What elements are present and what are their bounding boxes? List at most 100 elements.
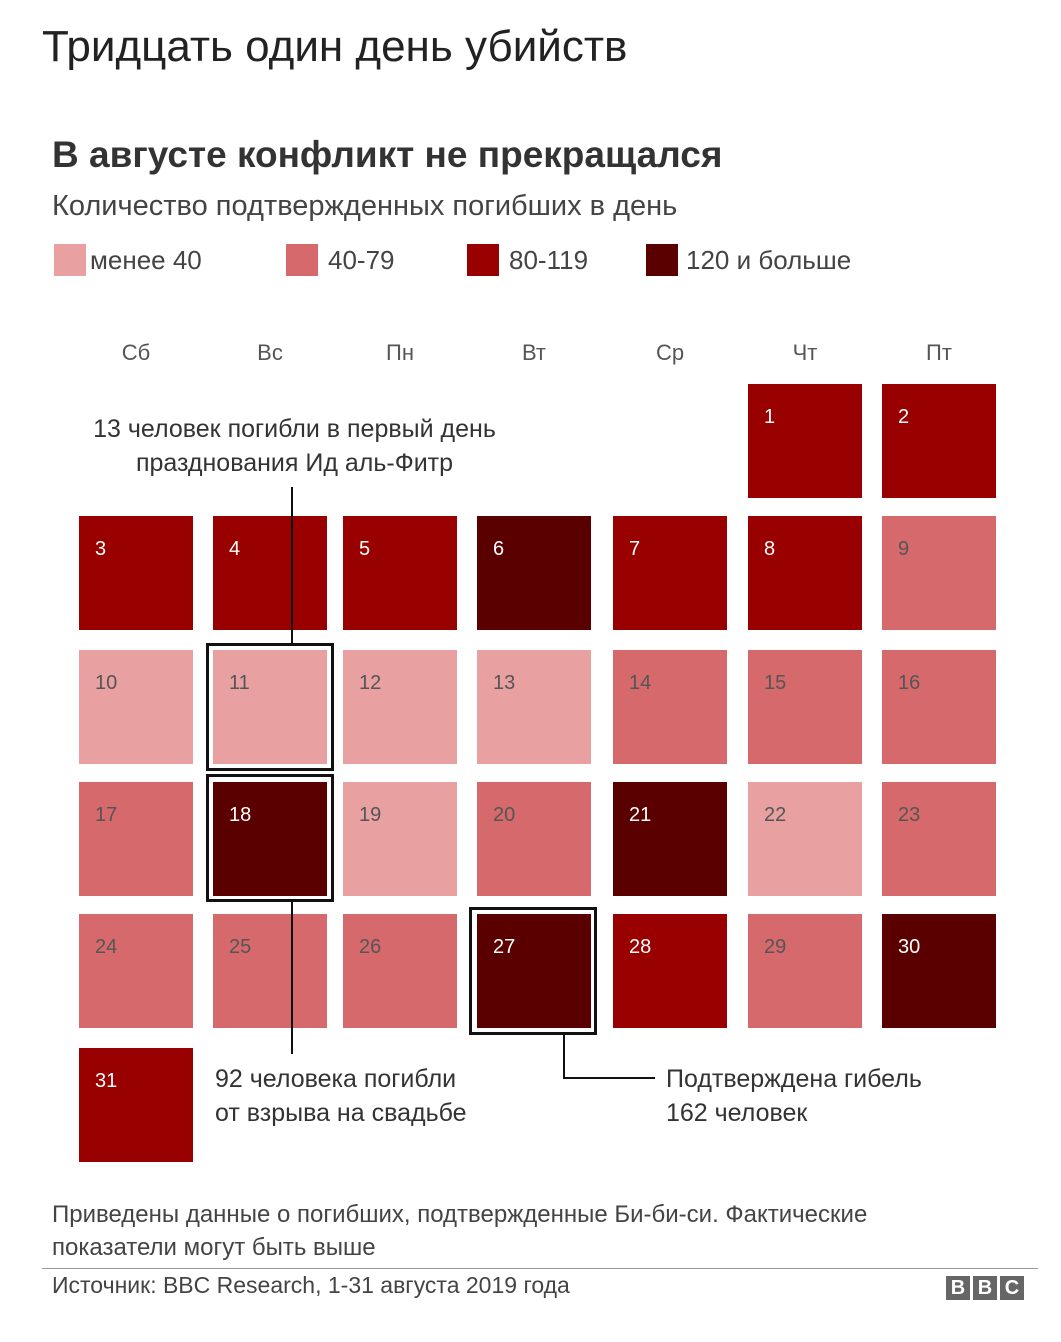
day-number: 2	[898, 406, 910, 428]
chart-subtitle: Количество подтвержденных погибших в ден…	[52, 190, 678, 222]
day-number: 25	[229, 936, 252, 958]
day-cell-4: 4	[213, 516, 327, 630]
highlight-box-day-18	[206, 774, 334, 902]
day-number: 18	[229, 804, 252, 826]
day-number: 27	[493, 936, 516, 958]
legend-label: менее 40	[90, 244, 202, 275]
legend-label: 40-79	[328, 244, 395, 275]
annotation-wedding-line2: от взрыва на свадьбе	[215, 1099, 467, 1127]
bbc-logo-block: C	[1000, 1276, 1024, 1300]
day-number: 3	[95, 538, 107, 560]
day-cell-31: 31	[79, 1048, 193, 1162]
day-number: 31	[95, 1070, 118, 1092]
footnote-line1: Приведены данные о погибших, подтвержден…	[52, 1201, 868, 1228]
day-number: 22	[764, 804, 787, 826]
day-cell-23: 23	[882, 782, 996, 896]
divider	[42, 1268, 1038, 1269]
day-cell-12: 12	[343, 650, 457, 764]
day-cell-27: 27	[477, 914, 591, 1028]
day-cell-25: 25	[213, 914, 327, 1028]
legend-swatch	[54, 244, 86, 276]
day-number: 15	[764, 672, 787, 694]
day-cell-5: 5	[343, 516, 457, 630]
day-cell-6: 6	[477, 516, 591, 630]
day-number: 14	[629, 672, 652, 694]
day-number: 28	[629, 936, 652, 958]
weekday-label: Сб	[121, 340, 151, 365]
bbc-logo-block: B	[973, 1276, 997, 1300]
weekday-label: Ср	[655, 340, 685, 365]
legend-item-under-40: менее 40	[54, 244, 202, 276]
day-number: 6	[493, 538, 505, 560]
leader-line-wedding	[291, 902, 293, 1054]
legend-swatch	[286, 244, 318, 276]
day-number: 30	[898, 936, 921, 958]
footnote: Приведены данные о погибших, подтвержден…	[52, 1198, 1032, 1264]
day-cell-13: 13	[477, 650, 591, 764]
day-cell-24: 24	[79, 914, 193, 1028]
day-number: 10	[95, 672, 118, 694]
day-cell-29: 29	[748, 914, 862, 1028]
day-number: 11	[229, 672, 250, 694]
weekday-label: Чт	[792, 340, 818, 365]
annotation-eid: 13 человек погибли в первый день праздно…	[62, 412, 527, 480]
day-cell-17: 17	[79, 782, 193, 896]
highlight-box-day-27	[469, 907, 597, 1035]
legend-swatch	[467, 244, 499, 276]
legend-item-120-plus: 120 и больше	[646, 244, 851, 276]
weekday-label: Пт	[926, 340, 952, 365]
legend-swatch	[646, 244, 678, 276]
day-number: 8	[764, 538, 776, 560]
day-number: 17	[95, 804, 118, 826]
annotation-peak-line2: 162 человек	[666, 1099, 808, 1127]
legend-item-40-79: 40-79	[286, 244, 395, 276]
day-number: 23	[898, 804, 921, 826]
day-cell-19: 19	[343, 782, 457, 896]
day-number: 5	[359, 538, 371, 560]
day-number: 16	[898, 672, 921, 694]
annotation-wedding-line1: 92 человека погибли	[215, 1065, 457, 1093]
bbc-logo-block: B	[946, 1276, 970, 1300]
day-cell-18: 18	[213, 782, 327, 896]
day-cell-3: 3	[79, 516, 193, 630]
day-cell-30: 30	[882, 914, 996, 1028]
day-number: 7	[629, 538, 641, 560]
day-cell-28: 28	[613, 914, 727, 1028]
leader-line-eid	[291, 487, 293, 643]
page-title: Тридцать один день убийств	[42, 22, 628, 71]
day-number: 1	[764, 406, 776, 428]
legend-label: 120 и больше	[686, 244, 852, 275]
legend-item-80-119: 80-119	[467, 244, 588, 276]
day-number: 26	[359, 936, 382, 958]
source-text: Источник: BBC Research, 1-31 августа 201…	[52, 1272, 570, 1298]
weekday-label: Вс	[257, 340, 283, 365]
day-cell-10: 10	[79, 650, 193, 764]
leader-line-peak-horizontal	[563, 1077, 655, 1079]
legend-label: 80-119	[509, 244, 589, 275]
highlight-box-day-11	[206, 643, 334, 771]
day-cell-1: 1	[748, 384, 862, 498]
day-number: 24	[95, 936, 118, 958]
chart-title: В августе конфликт не прекращался	[52, 134, 723, 175]
day-cell-2: 2	[882, 384, 996, 498]
annotation-peak: Подтверждена гибель 162 человек	[666, 1062, 922, 1130]
day-cell-16: 16	[882, 650, 996, 764]
day-cell-8: 8	[748, 516, 862, 630]
day-number: 4	[229, 538, 241, 560]
annotation-wedding: 92 человека погибли от взрыва на свадьбе	[215, 1062, 467, 1130]
leader-line-peak-vertical	[563, 1035, 565, 1079]
weekday-label: Пн	[386, 340, 414, 365]
day-number: 13	[493, 672, 516, 694]
day-cell-15: 15	[748, 650, 862, 764]
footnote-line2: показатели могут быть выше	[52, 1234, 376, 1261]
day-number: 29	[764, 936, 787, 958]
annotation-eid-line1: 13 человек погибли в первый день	[93, 415, 496, 443]
day-number: 20	[493, 804, 516, 826]
day-cell-26: 26	[343, 914, 457, 1028]
day-number: 19	[359, 804, 382, 826]
annotation-eid-line2: празднования Ид аль-Фитр	[135, 449, 454, 477]
day-cell-9: 9	[882, 516, 996, 630]
day-cell-22: 22	[748, 782, 862, 896]
day-cell-7: 7	[613, 516, 727, 630]
bbc-logo: B B C	[946, 1276, 1024, 1300]
